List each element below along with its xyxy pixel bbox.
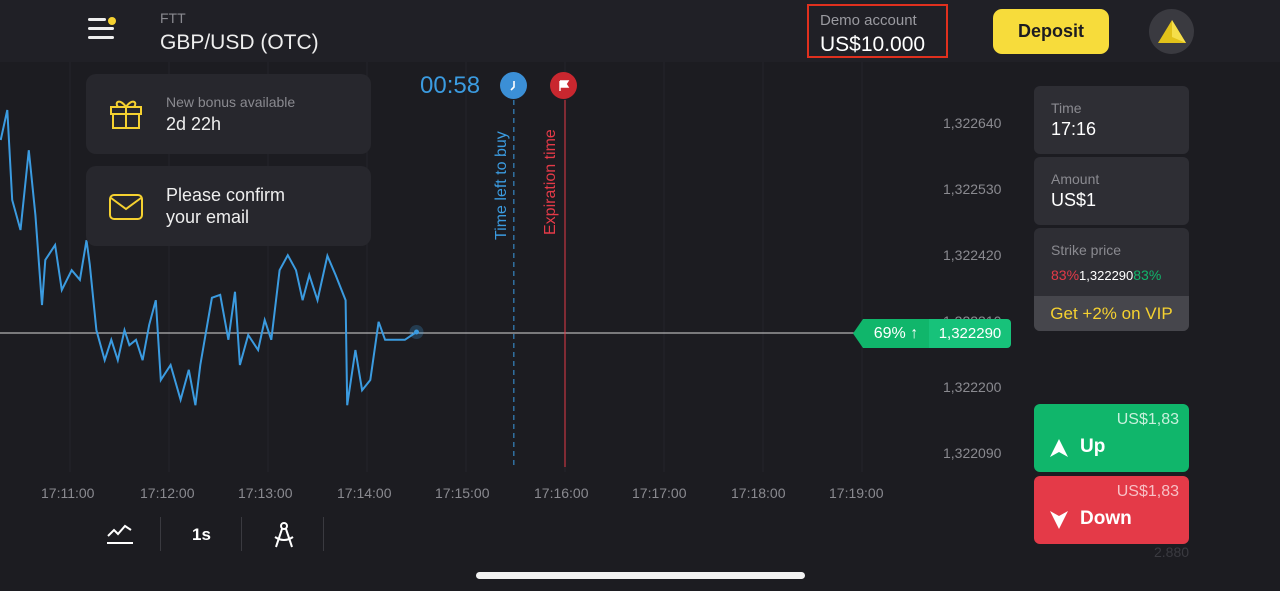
y-tick: 1,322200 [943, 379, 1002, 395]
badge-pointer [853, 319, 863, 348]
down-label: Down [1080, 508, 1132, 529]
down-button[interactable]: US$1,83 Down [1034, 476, 1189, 544]
email-text-line2: your email [166, 207, 250, 227]
email-text-line1: Please confirm [166, 185, 286, 205]
menu-button[interactable] [88, 17, 118, 46]
arrow-up-icon [1050, 439, 1068, 457]
x-tick: 17:15:00 [435, 485, 490, 501]
x-tick: 17:19:00 [829, 485, 884, 501]
drawing-tools-icon[interactable] [272, 521, 296, 549]
strike-price-selector[interactable]: Strike price 83%1,32229083% Get +2% on V… [1034, 228, 1189, 331]
current-point [414, 329, 419, 335]
bonus-notification[interactable]: New bonus available 2d 22h [86, 74, 371, 154]
x-tick: 17:14:00 [337, 485, 392, 501]
payout-value: 69% [873, 324, 906, 342]
up-payout: US$1,83 [1116, 411, 1179, 428]
timeframe-button[interactable]: 1s [192, 525, 211, 544]
x-tick: 17:18:00 [731, 485, 786, 501]
strike-down-pct: 83% [1051, 267, 1080, 283]
account-label: Demo account [820, 12, 917, 29]
notification-dot [108, 17, 116, 25]
current-price-badge: 69% ↑ 1,322290 [853, 319, 1011, 348]
flag-icon [550, 72, 577, 99]
price-chart[interactable] [0, 62, 1030, 482]
deposit-button[interactable]: Deposit [993, 9, 1109, 54]
arrow-down-icon [1050, 511, 1068, 529]
x-tick: 17:13:00 [238, 485, 293, 501]
confirm-email-notification[interactable]: Please confirm your email [86, 166, 371, 246]
time-left-label: Time left to buy [493, 131, 510, 240]
time-selector[interactable]: Time 17:16 [1034, 86, 1189, 154]
bonus-title: New bonus available [166, 94, 296, 110]
y-tick: 1,322090 [943, 445, 1002, 461]
chart-type-icon[interactable] [106, 522, 134, 546]
countdown: 00:58 [420, 72, 481, 99]
time-label: Time [1051, 100, 1082, 116]
strike-row: 83%1,32229083% [1051, 267, 1161, 283]
current-price: 1,322290 [929, 319, 1011, 348]
price-line [0, 109, 418, 406]
amount-value: US$1 [1051, 190, 1097, 210]
payout-percent: 69% ↑ [863, 319, 929, 348]
asset-selector[interactable]: GBP/USD (OTC) [160, 31, 319, 54]
pyramid-icon [1157, 19, 1186, 43]
up-button[interactable]: US$1,83 Up [1034, 404, 1189, 472]
time-value: 17:16 [1051, 119, 1097, 139]
strike-label: Strike price [1051, 242, 1122, 258]
account-switcher[interactable]: Demo account US$10.000 [807, 4, 948, 58]
asset-category: FTT [160, 10, 186, 26]
strike-up-pct: 83% [1133, 267, 1162, 283]
vip-link[interactable]: Get +2% on VIP [1034, 296, 1189, 331]
bonus-timer: 2d 22h [166, 114, 222, 134]
divider [323, 517, 324, 551]
x-tick: 17:17:00 [632, 485, 687, 501]
footer-value: 2.880 [1154, 544, 1190, 560]
y-tick: 1,322640 [943, 115, 1002, 131]
divider [160, 517, 161, 551]
up-label: Up [1080, 436, 1106, 457]
home-indicator [476, 572, 805, 579]
down-payout: US$1,83 [1116, 483, 1179, 500]
y-tick: 1,322530 [943, 181, 1002, 197]
strike-value: 1,322290 [1079, 268, 1134, 283]
x-tick: 17:16:00 [534, 485, 589, 501]
clock-icon [500, 72, 527, 99]
balance: US$10.000 [820, 33, 926, 56]
amount-label: Amount [1051, 171, 1100, 187]
expiration-label: Expiration time [542, 129, 559, 235]
y-tick: 1,322420 [943, 247, 1002, 263]
profile-button[interactable] [1149, 9, 1194, 54]
envelope-icon [109, 194, 143, 220]
gift-icon [110, 100, 142, 129]
amount-selector[interactable]: Amount US$1 [1034, 157, 1189, 225]
x-tick: 17:12:00 [140, 485, 195, 501]
divider [241, 517, 242, 551]
x-tick: 17:11:00 [41, 485, 95, 501]
